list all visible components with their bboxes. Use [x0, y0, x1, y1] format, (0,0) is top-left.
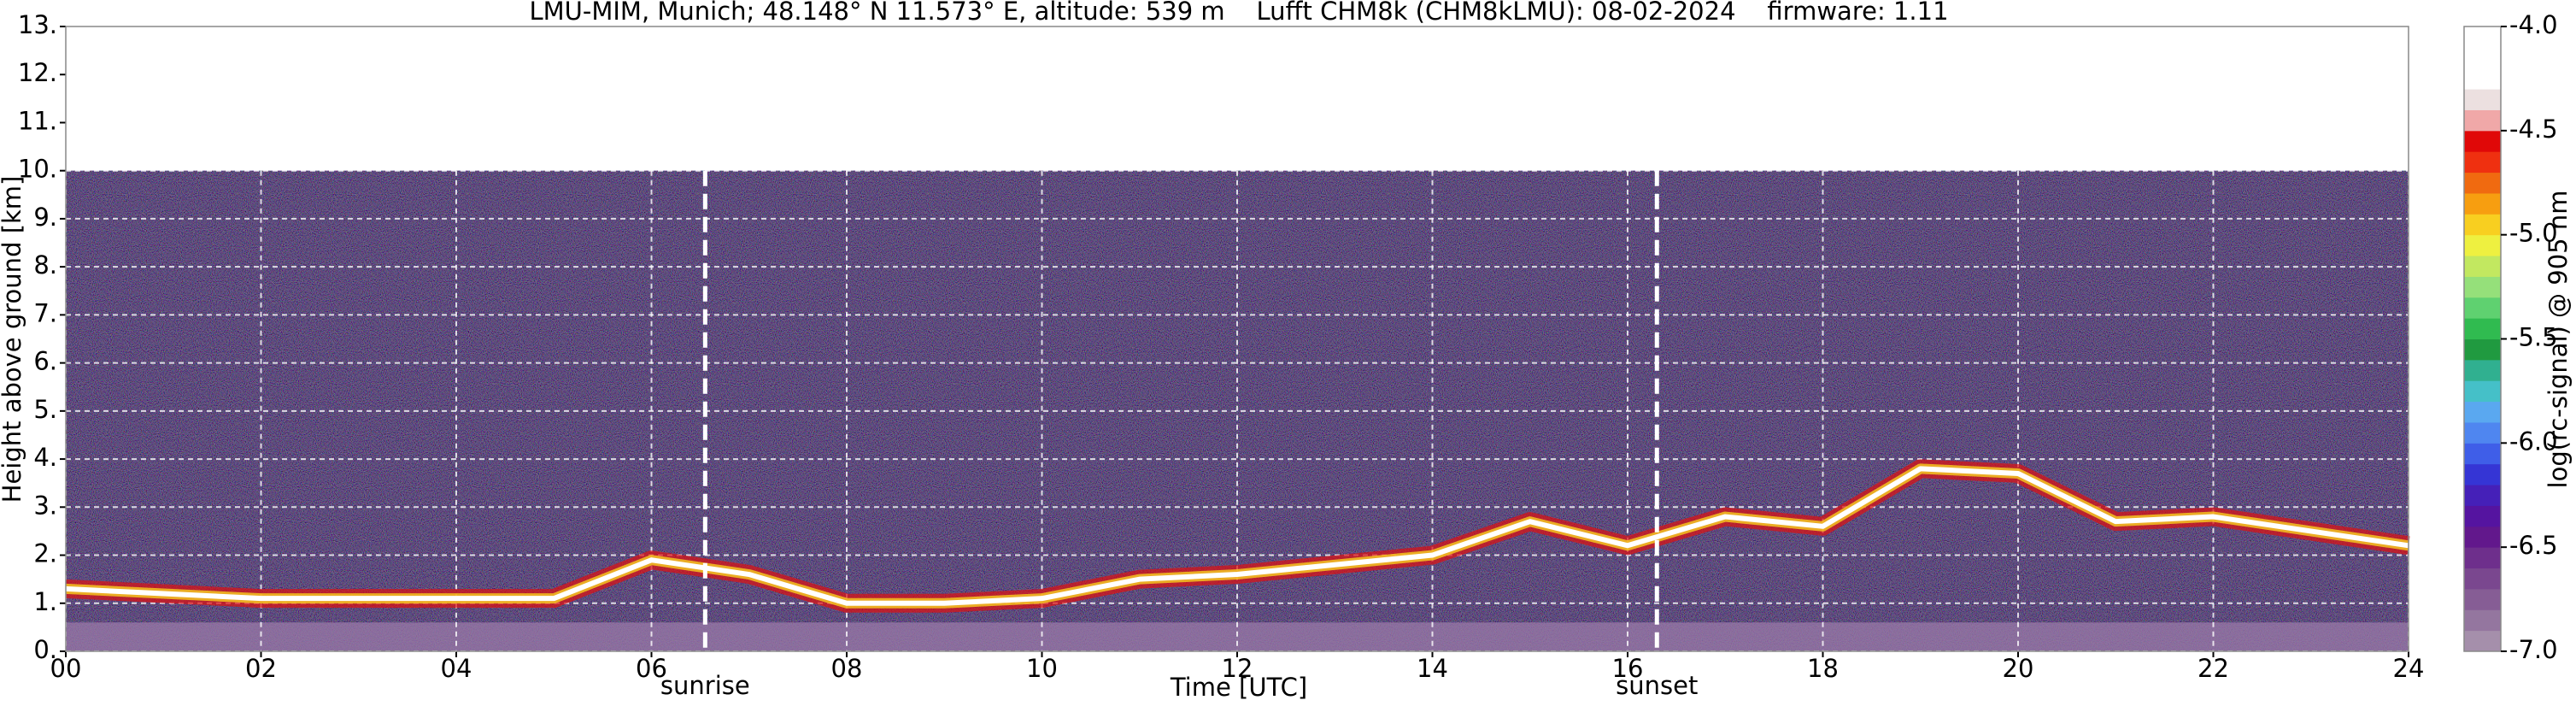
colorbar-band: [2464, 276, 2501, 298]
colorbar-band: [2464, 380, 2501, 403]
colorbar-tick-label: -7.0: [2509, 635, 2558, 664]
x-tick-label: 10: [1026, 654, 1058, 683]
y-tick-label: 12.: [18, 58, 57, 87]
chart-title: LMU-MIM, Munich; 48.148° N 11.573° E, al…: [529, 0, 1948, 26]
x-tick-label: 20: [2003, 654, 2034, 683]
y-tick-label: 6.: [33, 347, 57, 376]
colorbar-tick-label: -4.5: [2509, 115, 2558, 144]
colorbar-band: [2464, 401, 2501, 423]
colorbar-band: [2464, 338, 2501, 361]
x-tick-label: 12: [1222, 654, 1253, 683]
colorbar-tick-label: -5.5: [2509, 323, 2558, 352]
colorbar-band: [2464, 256, 2501, 277]
colorbar-band: [2464, 609, 2501, 632]
colorbar-band: [2464, 234, 2501, 256]
x-tick-label: 04: [441, 654, 472, 683]
colorbar-band: [2464, 485, 2501, 506]
y-tick-label: 1.: [33, 587, 57, 616]
x-axis-label: Time [UTC]: [1170, 673, 1307, 702]
colorbar-band: [2464, 463, 2501, 485]
colorbar-band: [2464, 318, 2501, 339]
colorbar-band: [2464, 192, 2501, 215]
colorbar-band: [2464, 172, 2501, 194]
colorbar-band: [2464, 359, 2501, 381]
colorbar-band: [2464, 443, 2501, 465]
colorbar-band: [2464, 630, 2501, 652]
x-tick-label: 08: [831, 654, 863, 683]
colorbar-band: [2464, 421, 2501, 444]
colorbar-band: [2464, 526, 2501, 548]
colorbar-band: [2464, 547, 2501, 569]
y-tick-label: 2.: [33, 539, 57, 568]
colorbar-band: [2464, 568, 2501, 590]
y-tick-label: 11.: [18, 106, 57, 135]
y-tick-label: 10.: [18, 155, 57, 184]
colorbar-tick-label: -6.5: [2509, 531, 2558, 560]
colorbar-band: [2464, 505, 2501, 527]
colorbar-band: [2464, 109, 2501, 132]
x-tick-label: 24: [2393, 654, 2425, 683]
y-tick-label: 7.: [33, 298, 57, 327]
colorbar-tick-label: -4.0: [2509, 10, 2558, 39]
annotation-label: sunset: [1616, 671, 1698, 700]
x-tick-label: 22: [2198, 654, 2229, 683]
colorbar-band: [2464, 214, 2501, 236]
colorbar-tick-label: -6.0: [2509, 427, 2558, 456]
y-axis-label: Height above ground [km]: [0, 176, 26, 503]
x-tick-label: 18: [1807, 654, 1839, 683]
y-tick-label: 3.: [33, 491, 57, 520]
y-tick-label: 0.: [33, 635, 57, 664]
colorbar-tick-label: -5.0: [2509, 219, 2558, 248]
colorbar-band: [2464, 130, 2501, 152]
colorbar-band: [2464, 297, 2501, 319]
y-tick-label: 13.: [18, 10, 57, 39]
cloud-layer: [65, 466, 2409, 606]
plot-frame: [65, 26, 2409, 652]
surface-layer: [66, 622, 2409, 651]
x-tick-label: 16: [1612, 654, 1644, 683]
x-tick-label: 06: [636, 654, 667, 683]
colorbar-band: [2464, 68, 2501, 90]
colorbar-band: [2464, 151, 2501, 174]
annotation-label: sunrise: [660, 671, 750, 700]
colorbar-band: [2464, 26, 2501, 48]
x-tick-label: 02: [245, 654, 277, 683]
y-tick-label: 9.: [33, 203, 57, 232]
colorbar-label: log(rc-signal) @ 905 nm: [2544, 191, 2573, 489]
colorbar-band: [2464, 588, 2501, 610]
y-tick-label: 5.: [33, 395, 57, 424]
y-tick-label: 8.: [33, 250, 57, 279]
x-tick-label: 00: [50, 654, 82, 683]
x-tick-label: 14: [1417, 654, 1448, 683]
colorbar-band: [2464, 47, 2501, 69]
y-tick-label: 4.: [33, 443, 57, 472]
colorbar-band: [2464, 89, 2501, 110]
